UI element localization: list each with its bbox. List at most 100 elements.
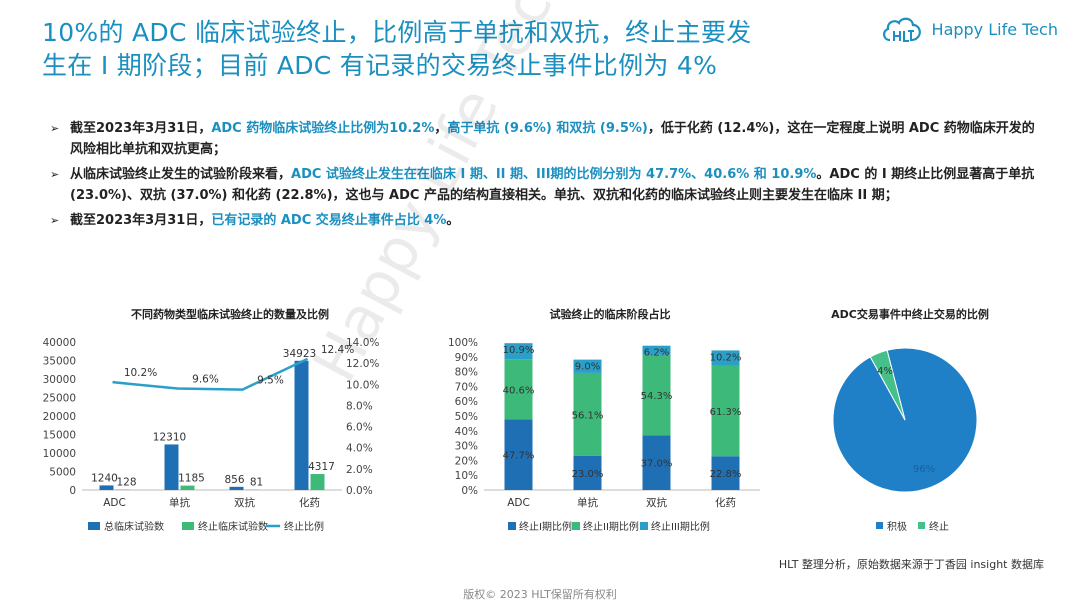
chart3-slice-terminated — [869, 349, 906, 421]
chart1-ytick-label: 10000 — [43, 448, 76, 460]
chart2-bar-phase2 — [711, 365, 740, 457]
chart1-xtick-label: ADC — [103, 497, 126, 509]
chart2-ytick-label: 50% — [455, 411, 478, 423]
chart1-bar-total — [164, 444, 179, 490]
chart1-data-label-rate: 10.2% — [124, 367, 157, 379]
chart1-ytick-label: 15000 — [43, 430, 76, 442]
chart1-ytick-label: 5000 — [49, 467, 76, 479]
chart2-ytick-label: 20% — [455, 455, 478, 467]
chart2-xtick-label: 化药 — [715, 496, 736, 509]
chart1-bar-total — [99, 485, 114, 490]
chart3-legend-label: 积极 — [887, 520, 907, 533]
copyright-footer: 版权© 2023 HLT保留所有权利 — [463, 588, 617, 601]
chart2-xtick-label: ADC — [507, 497, 530, 509]
chart1-ytick-label: 20000 — [43, 411, 76, 423]
chart2-bar-phase1 — [642, 435, 671, 490]
chart1-legend-swatch — [182, 522, 194, 530]
chart1-y2tick-label: 12.0% — [346, 358, 379, 370]
bullet-text-1-c: ， — [434, 121, 448, 136]
chart1-data-label-rate: 12.4% — [321, 344, 354, 356]
chart2-ytick-label: 10% — [455, 470, 478, 482]
chart2-data-label: 40.6% — [503, 385, 535, 396]
page-title: 10%的 ADC 临床试验终止，比例高于单抗和双抗，终止主要发 生在 I 期阶段… — [42, 16, 842, 82]
chart1-y2tick-label: 0.0% — [346, 485, 373, 497]
chart2-data-label: 9.0% — [575, 362, 600, 373]
chart2-ytick-label: 70% — [455, 381, 478, 393]
chart1-xtick-label: 双抗 — [234, 496, 255, 509]
bullet-text-1-a: 截至2023年3月31日， — [70, 121, 212, 136]
cloud-logo-icon — [882, 17, 921, 42]
chart1-ytick-label: 40000 — [43, 337, 76, 349]
chart2-bar-phase3 — [711, 350, 740, 366]
chart2-data-label: 47.7% — [503, 451, 535, 462]
arrow-icon: ➢ — [50, 168, 60, 181]
chart3-legend-label: 终止 — [929, 520, 949, 533]
chart1-data-label-total: 856 — [224, 474, 244, 486]
chart2-bar-phase1 — [573, 455, 602, 490]
bullet-text-2-b: ADC 试验终止发生在在临床 I 期、II 期、III期的比例分别为 47.7%… — [291, 167, 817, 182]
source-note: HLT 整理分析，原始数据来源于丁香园 insight 数据库 — [778, 558, 1044, 571]
chart1-title: 不同药物类型临床试验终止的数量及比例 — [131, 308, 329, 321]
chart3-legend-swatch — [876, 522, 883, 529]
chart1-ytick-label: 35000 — [43, 356, 76, 368]
chart1-data-label-total: 1240 — [91, 472, 118, 484]
chart2-bar-phase1 — [504, 419, 533, 490]
chart2-ytick-label: 80% — [455, 367, 478, 379]
bullet-text-1-b: ADC 药物临床试验终止比例为10.2% — [211, 121, 435, 136]
chart1-data-label-terminated: 1185 — [178, 473, 205, 485]
chart2-ytick-label: 60% — [455, 396, 478, 408]
chart3-data-label: 96% — [913, 464, 935, 475]
chart1-y2tick-label: 8.0% — [346, 400, 373, 412]
chart1-data-label-terminated: 128 — [116, 477, 136, 489]
chart2-legend-label: 终止II期比例 — [583, 520, 639, 533]
chart2-data-label: 54.3% — [641, 391, 673, 402]
chart2-legend-swatch — [508, 522, 516, 530]
chart1-data-label-rate: 9.6% — [192, 374, 219, 386]
chart1-legend-swatch — [88, 522, 100, 530]
title-line-1: 10%的 ADC 临床试验终止，比例高于单抗和双抗，终止主要发 — [42, 18, 752, 47]
chart2-bar-phase3 — [573, 359, 602, 373]
chart2-xtick-label: 单抗 — [577, 496, 598, 509]
chart1-ytick-label: 25000 — [43, 393, 76, 405]
title-line-2: 生在 I 期阶段；目前 ADC 有记录的交易终止事件比例为 4% — [42, 51, 718, 80]
bullet-text-2-c: 。ADC 的 I 期终止比例显著高于单抗 (23.0%)、双抗 (37.0%) … — [70, 167, 1035, 203]
bullet-item: ➢ 截至2023年3月31日，已有记录的 ADC 交易终止事件占比 4%。 — [50, 210, 1040, 231]
chart2-data-label: 61.3% — [710, 407, 742, 418]
chart1-y2tick-label: 6.0% — [346, 422, 373, 434]
bullet-item: ➢ 从临床试验终止发生的试验阶段来看，ADC 试验终止发生在在临床 I 期、II… — [50, 164, 1040, 206]
chart1-ytick-label: 30000 — [43, 374, 76, 386]
chart2-ytick-label: 100% — [448, 337, 478, 349]
chart2-ytick-label: 90% — [455, 352, 478, 364]
bullet-item: ➢ 截至2023年3月31日，ADC 药物临床试验终止比例为10.2%，高于单抗… — [50, 118, 1040, 160]
chart1-xtick-label: 化药 — [299, 496, 320, 509]
chart2-data-label: 10.2% — [710, 352, 742, 363]
chart2-bar-phase2 — [642, 354, 671, 436]
chart2-data-label: 23.0% — [572, 469, 604, 480]
chart2-bar-phase2 — [504, 359, 533, 420]
chart2-data-label: 37.0% — [641, 459, 673, 470]
chart2-bar-phase3 — [642, 345, 671, 355]
chart3-slice-active — [832, 347, 978, 493]
chart1-bar-terminated — [180, 485, 195, 490]
chart1-legend-label: 终止比例 — [284, 520, 324, 533]
bullet-text-3-a: 截至2023年3月31日， — [70, 213, 212, 228]
chart1-y2tick-label: 10.0% — [346, 379, 379, 391]
arrow-icon: ➢ — [50, 214, 60, 227]
chart2-ytick-label: 40% — [455, 426, 478, 438]
chart2-title: 试验终止的临床阶段占比 — [549, 308, 671, 321]
chart1-xtick-label: 单抗 — [169, 496, 190, 509]
chart1-data-label-total: 34923 — [283, 348, 316, 360]
chart2-legend-label: 终止I期比例 — [519, 520, 572, 533]
arrow-icon: ➢ — [50, 122, 60, 135]
chart1-bar-total — [294, 360, 309, 490]
chart1-bar-terminated — [310, 474, 325, 490]
chart2-bar-phase2 — [573, 372, 602, 456]
chart2-data-label: 10.9% — [503, 345, 535, 356]
bullet-text-3-b: 已有记录的 ADC 交易终止事件占比 4% — [211, 213, 447, 228]
chart1-data-label-total: 12310 — [153, 431, 186, 443]
chart2-bar-phase1 — [711, 456, 740, 490]
chart1-legend-label: 总临床试验数 — [104, 520, 164, 533]
chart1-y2tick-label: 2.0% — [346, 464, 373, 476]
logo-text: Happy Life Tech — [931, 19, 1058, 39]
chart2-xtick-label: 双抗 — [646, 496, 667, 509]
